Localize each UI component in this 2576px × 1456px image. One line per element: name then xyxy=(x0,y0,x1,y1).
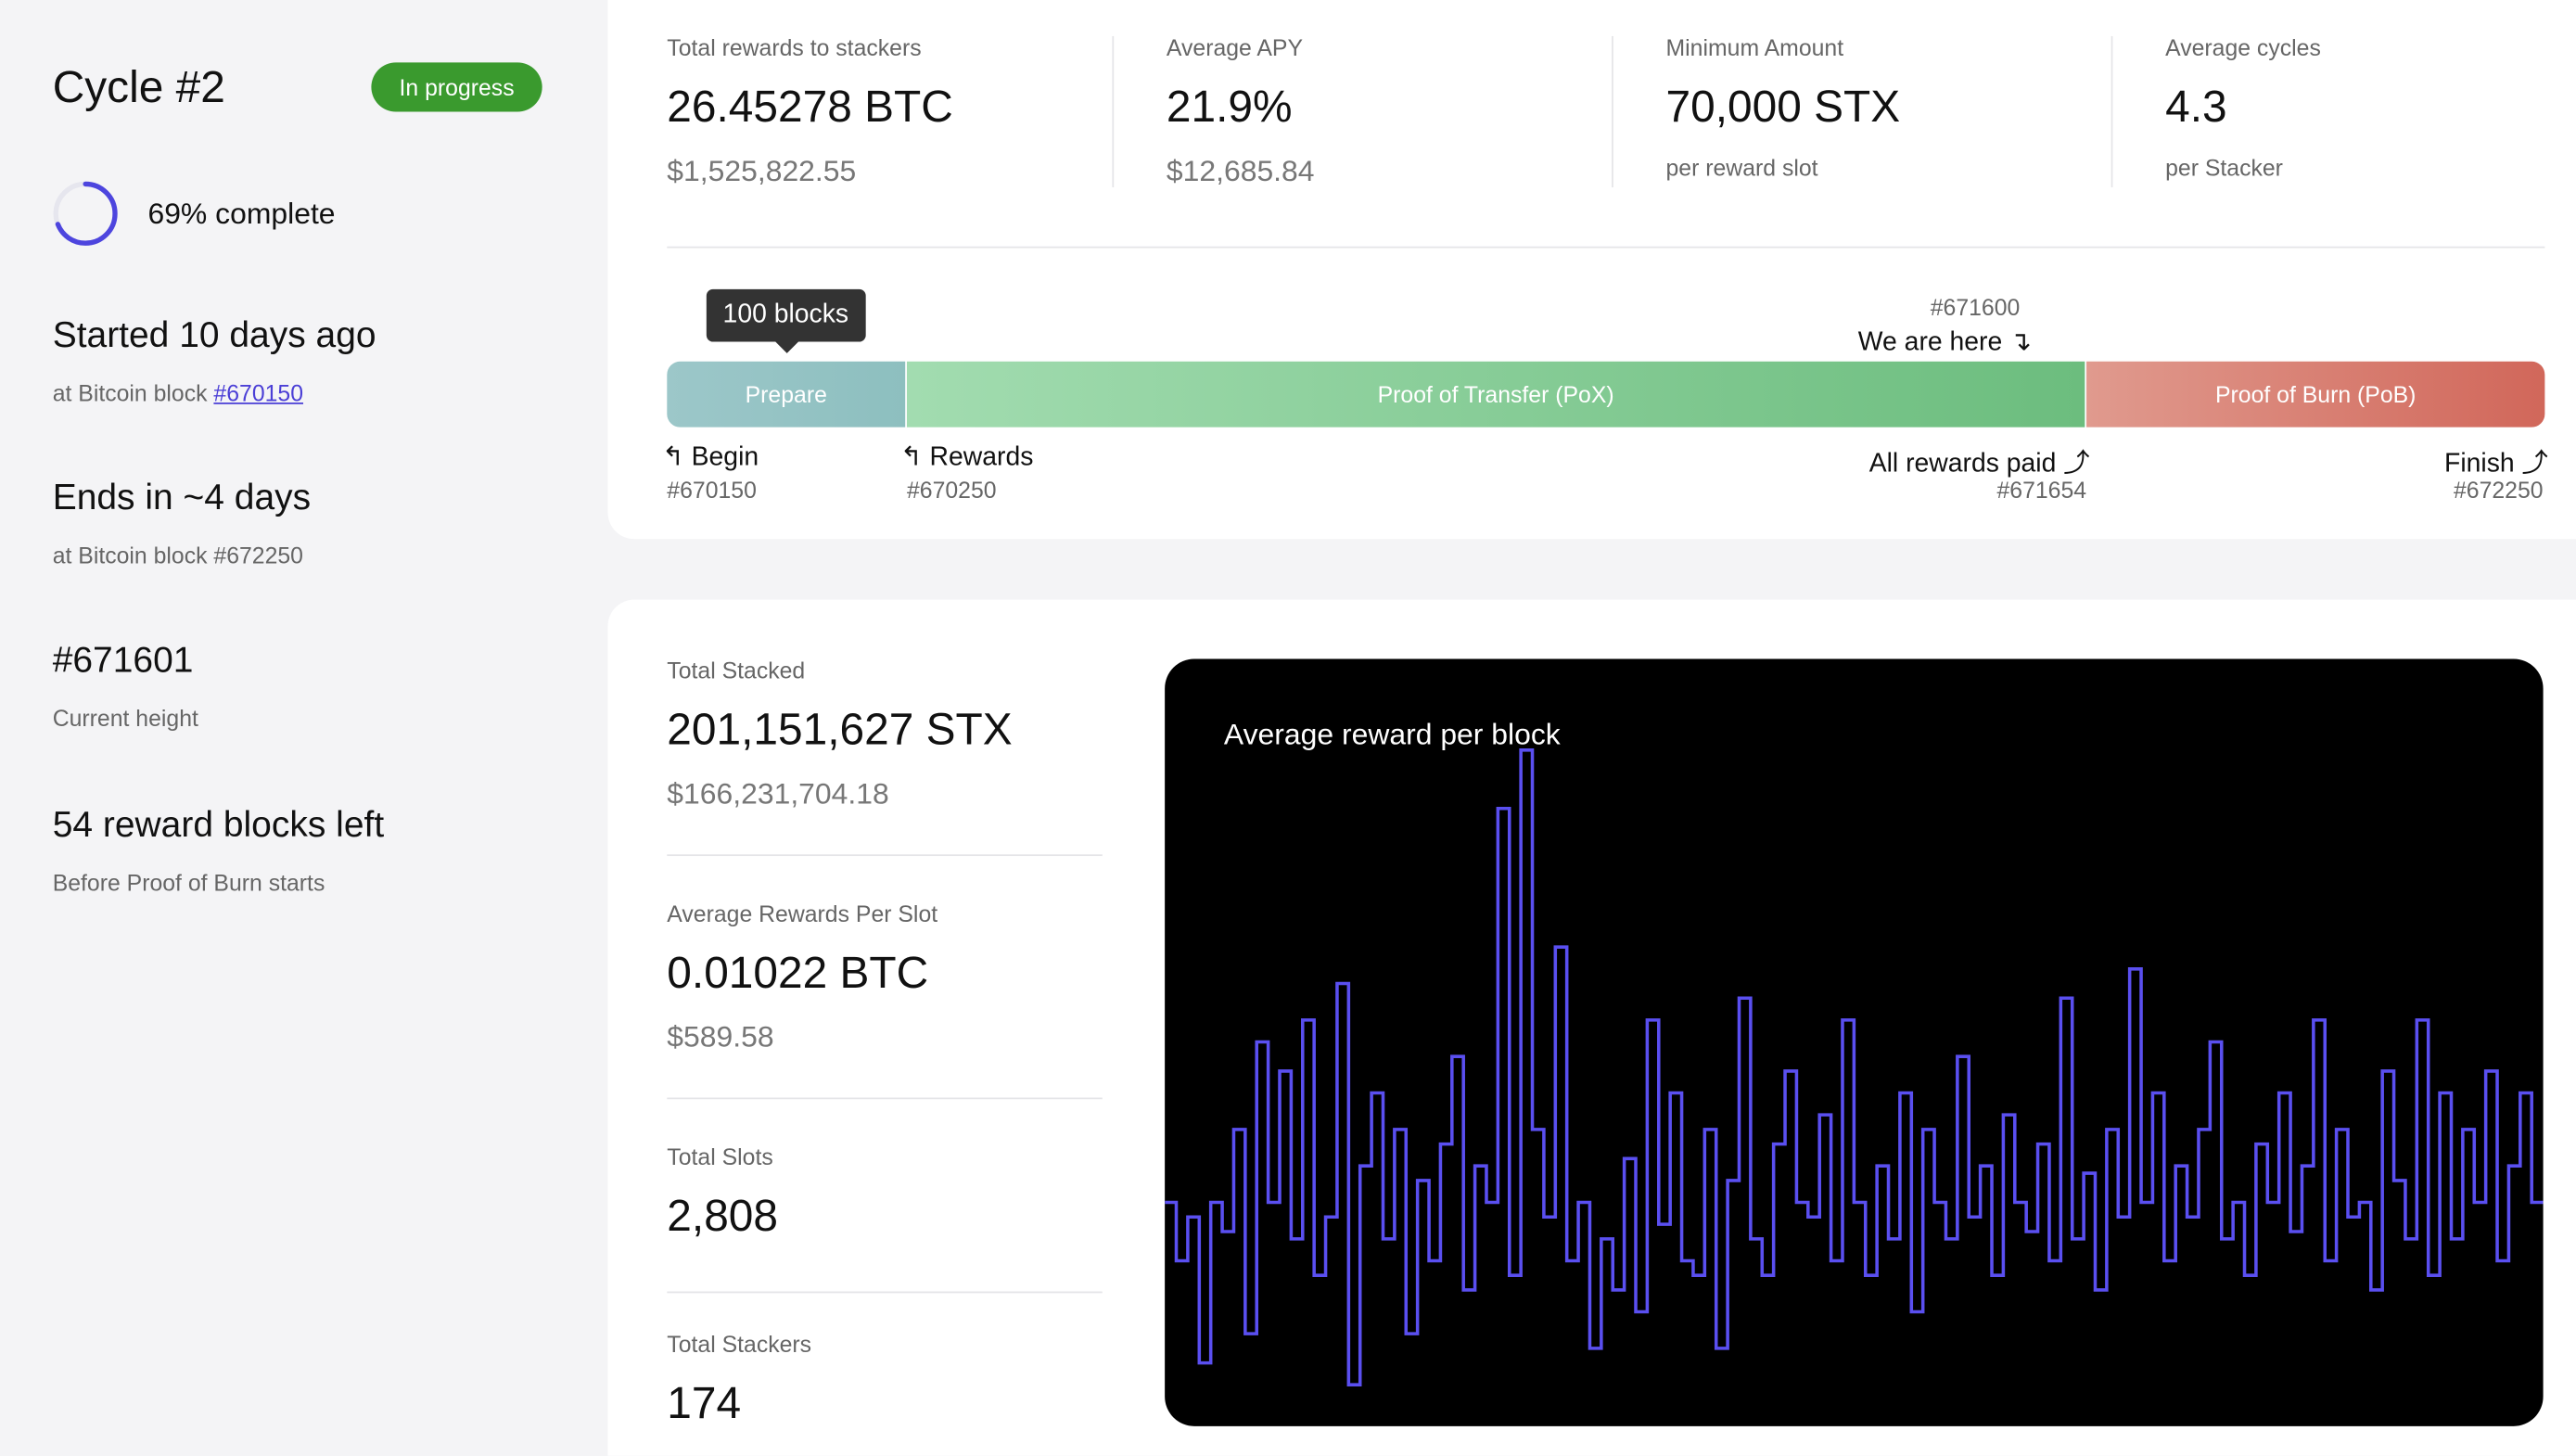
total-value: 2,808 xyxy=(667,1191,779,1241)
total-value: 0.01022 BTC xyxy=(667,948,929,998)
item-heading: Ends in ~4 days xyxy=(52,476,312,518)
total-sub: $166,231,704.18 xyxy=(667,777,889,811)
total-label: Total Slots xyxy=(667,1143,773,1170)
marker-label: Finish xyxy=(2444,450,2515,479)
marker-block: #670250 xyxy=(906,476,997,504)
marker-label: All rewards paid xyxy=(1868,450,2057,479)
chart-panel: Average reward per block xyxy=(1165,658,2544,1426)
item-sub: Current height xyxy=(52,705,198,732)
marker-block: #670150 xyxy=(667,476,757,504)
item-sub: at Bitcoin block #672250 xyxy=(52,542,303,569)
separator xyxy=(2111,35,2113,187)
separator xyxy=(667,1291,1103,1294)
stat-value: 70,000 STX xyxy=(1665,82,1901,132)
item-sub: Before Proof of Burn starts xyxy=(52,869,325,896)
marker: Finish ⤴ xyxy=(2444,450,2548,479)
stat-sub: $1,525,822.55 xyxy=(667,154,857,187)
separator xyxy=(667,854,1103,857)
total-label: Total Stacked xyxy=(667,657,806,684)
total-label: Total Stackers xyxy=(667,1331,812,1358)
stat-label: Minimum Amount xyxy=(1665,34,1844,61)
marker-label: Rewards xyxy=(929,443,1034,472)
progress-label: 69% complete xyxy=(147,197,336,231)
status-badge: In progress xyxy=(371,62,542,112)
chart-title: Average reward per block xyxy=(1223,718,1561,751)
ring-progress xyxy=(53,181,118,246)
total-sub: $589.58 xyxy=(667,1020,774,1054)
marker-block: #672250 xyxy=(2454,476,2544,504)
separator xyxy=(1112,35,1115,187)
total-value: 201,151,627 STX xyxy=(667,705,1013,755)
cycle-card xyxy=(607,0,2576,540)
stat-value: 4.3 xyxy=(2165,82,2227,132)
stat-label: Average APY xyxy=(1166,34,1304,61)
reward-line xyxy=(1165,748,2544,1386)
current-text: We are here xyxy=(1857,328,2003,357)
stat-label: Average cycles xyxy=(2165,34,2321,61)
marker-label: Begin xyxy=(691,443,759,472)
progress-ring xyxy=(53,181,118,246)
total-value: 174 xyxy=(667,1378,742,1428)
marker: ↰ Rewards xyxy=(899,443,1034,472)
total-label: Average Rewards Per Slot xyxy=(667,900,938,927)
stat-value: 21.9% xyxy=(1166,82,1293,132)
stat-sub: per Stacker xyxy=(2165,154,2283,181)
stat-value: 26.45278 BTC xyxy=(667,82,953,132)
stat-sub: per reward slot xyxy=(1665,154,1818,181)
item-sub: at Bitcoin block #670150 xyxy=(53,379,303,405)
cycle-title: Cycle #2 xyxy=(52,62,225,112)
current-block: #671600 xyxy=(1930,294,2021,321)
separator xyxy=(1612,35,1613,187)
marker: ↰ Begin xyxy=(661,443,759,472)
chart xyxy=(1165,748,2544,1386)
current-label: We are here ↴ xyxy=(1857,328,2032,357)
item-heading: Started 10 days ago xyxy=(52,313,376,355)
segment: Proof of Burn (PoB) xyxy=(2086,361,2545,428)
tooltip: 100 blocks xyxy=(706,288,865,342)
item-heading: 54 reward blocks left xyxy=(52,803,385,845)
marker-block: #671654 xyxy=(1996,476,2087,504)
item-prefix: at Bitcoin block xyxy=(52,379,208,406)
segment: Proof of Transfer (PoX) xyxy=(906,361,2085,428)
segment: Prepare xyxy=(667,361,906,428)
stat-label: Total rewards to stackers xyxy=(667,34,922,61)
separator xyxy=(667,1097,1103,1100)
item-heading: #671601 xyxy=(52,639,194,681)
stat-sub: $12,685.84 xyxy=(1166,154,1315,187)
marker: All rewards paid ⤴ xyxy=(1868,450,2090,479)
block-link[interactable]: #670150 xyxy=(213,379,304,406)
